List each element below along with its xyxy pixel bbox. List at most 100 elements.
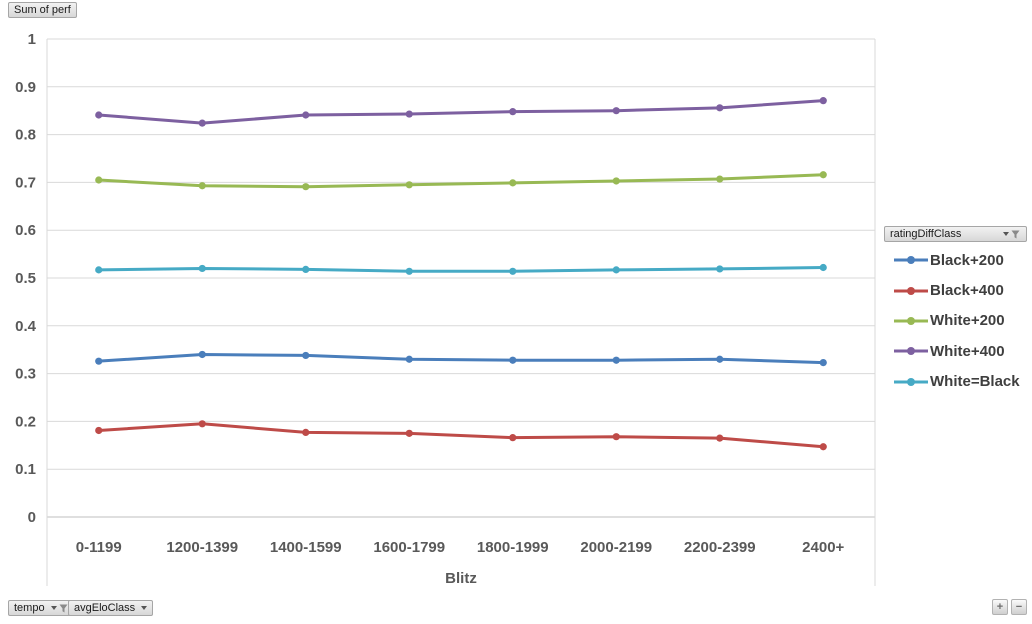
legend-item-label: Black+400 — [930, 282, 1004, 300]
data-point-Black+400 — [612, 433, 620, 441]
data-point-White=Black — [198, 264, 206, 273]
series-line-White+200 — [97, 173, 825, 189]
y-tick-label: 0.6 — [15, 222, 36, 239]
collapse-button[interactable]: − — [1011, 599, 1027, 615]
value-field-button[interactable]: Sum of perf — [8, 2, 77, 18]
dropdown-arrow-icon — [141, 606, 148, 610]
data-point-White=Black — [302, 265, 310, 273]
data-point-White=Black — [612, 266, 620, 274]
data-point-White+400 — [819, 97, 827, 105]
data-point-Black+400 — [405, 429, 413, 437]
legend-item-label: White+400 — [930, 342, 1005, 360]
data-point-White+400 — [509, 108, 517, 116]
legend-item-Black+400: Black+400 — [894, 275, 1027, 305]
data-point-White+200 — [612, 177, 620, 185]
y-tick-label: 0 — [28, 509, 36, 526]
tempo-field-icons — [50, 603, 69, 614]
y-tick-label: 0.3 — [15, 366, 36, 383]
dropdown-arrow-icon — [1003, 232, 1009, 236]
avgeloclass-field-label: avgEloClass — [74, 602, 136, 614]
y-tick-label: 0.5 — [15, 270, 36, 287]
data-point-Black+400 — [302, 428, 310, 436]
data-point-Black+200 — [405, 355, 413, 363]
legend-items: Black+200 Black+400 White+200 White+400 Whit… — [884, 245, 1027, 397]
y-tick-label: 0.7 — [15, 174, 36, 191]
expand-button[interactable]: + — [992, 599, 1008, 615]
x-tick-label: 0-1199 — [76, 539, 122, 556]
legend-marker-icon — [894, 256, 928, 265]
x-tick-label: 2000-2199 — [580, 539, 652, 556]
x-tick-label: 2400+ — [802, 539, 844, 556]
tempo-field-label: tempo — [14, 602, 45, 614]
legend-item-Black+200: Black+200 — [894, 245, 1027, 275]
x-tick-label: 1400-1599 — [270, 539, 342, 556]
data-point-White+200 — [302, 183, 310, 191]
y-tick-label: 0.8 — [15, 127, 36, 144]
data-point-Black+400 — [819, 443, 827, 451]
data-point-White+200 — [405, 181, 413, 189]
filter-icon — [1011, 230, 1020, 238]
legend-marker-icon — [894, 377, 928, 386]
data-point-Black+200 — [819, 359, 827, 367]
x-tick-label: 1800-1999 — [477, 539, 549, 556]
x-tick-label: 1200-1399 — [166, 539, 238, 556]
y-tick-label: 0.9 — [15, 79, 36, 96]
legend-marker-icon — [894, 316, 928, 325]
data-point-White+400 — [612, 107, 620, 115]
data-point-Black+400 — [198, 420, 206, 428]
dropdown-arrow-icon — [50, 606, 57, 610]
legend-item-label: Black+200 — [930, 251, 1004, 269]
legend-field-icons — [1003, 229, 1021, 240]
data-point-White+400 — [405, 110, 413, 118]
x-tick-label: 2200-2399 — [684, 539, 756, 556]
data-point-White=Black — [405, 267, 413, 275]
data-point-Black+400 — [509, 434, 517, 442]
legend-item-label: White=Black — [930, 373, 1020, 391]
avgeloclass-field-icons — [141, 606, 148, 610]
data-point-Black+200 — [302, 351, 310, 360]
legend-marker-icon — [894, 286, 928, 295]
y-tick-label: 1 — [28, 31, 36, 48]
data-point-White+200 — [198, 182, 206, 190]
data-point-White=Black — [819, 263, 827, 272]
data-point-Black+200 — [509, 356, 517, 364]
series-line-White+400 — [97, 99, 825, 125]
series-line-Black+400 — [97, 422, 825, 449]
data-point-Black+200 — [612, 356, 620, 364]
series-line-Black+200 — [97, 352, 825, 365]
data-point-White+200 — [716, 175, 724, 183]
legend-field-button[interactable]: ratingDiffClass — [884, 226, 1027, 242]
axis-field-button-avgeloclass[interactable]: avgEloClass — [68, 600, 154, 616]
x-tick-label: 1600-1799 — [373, 539, 445, 556]
data-point-Black+400 — [716, 434, 724, 442]
data-point-White=Black — [509, 267, 517, 275]
axis-field-button-tempo[interactable]: tempo — [8, 600, 75, 616]
legend-field-label: ratingDiffClass — [890, 228, 962, 240]
filter-icon — [59, 604, 68, 612]
y-tick-label: 0.1 — [15, 461, 36, 478]
legend-marker-icon — [894, 347, 928, 356]
data-point-White+400 — [95, 111, 103, 119]
data-point-Black+200 — [716, 355, 724, 363]
data-point-White=Black — [95, 266, 103, 274]
data-point-Black+200 — [95, 357, 103, 365]
x-axis-title: Blitz — [445, 570, 477, 587]
data-point-White+200 — [509, 179, 517, 187]
data-point-White+200 — [95, 176, 103, 184]
legend-item-label: White+200 — [930, 312, 1005, 330]
legend-item-White+200: White+200 — [894, 306, 1027, 336]
legend-item-White=Black: White=Black — [894, 367, 1027, 397]
data-point-Black+400 — [95, 426, 103, 435]
series-line-White=Black — [97, 265, 825, 273]
y-tick-label: 0.2 — [15, 413, 36, 430]
data-point-Black+200 — [198, 350, 206, 359]
legend-item-White+400: White+400 — [894, 336, 1027, 366]
data-point-White+200 — [819, 171, 827, 179]
data-point-White+400 — [716, 104, 724, 112]
value-field-label: Sum of perf — [14, 4, 71, 16]
data-point-White=Black — [716, 265, 724, 273]
data-point-White+400 — [302, 111, 310, 119]
y-tick-label: 0.4 — [15, 318, 37, 335]
